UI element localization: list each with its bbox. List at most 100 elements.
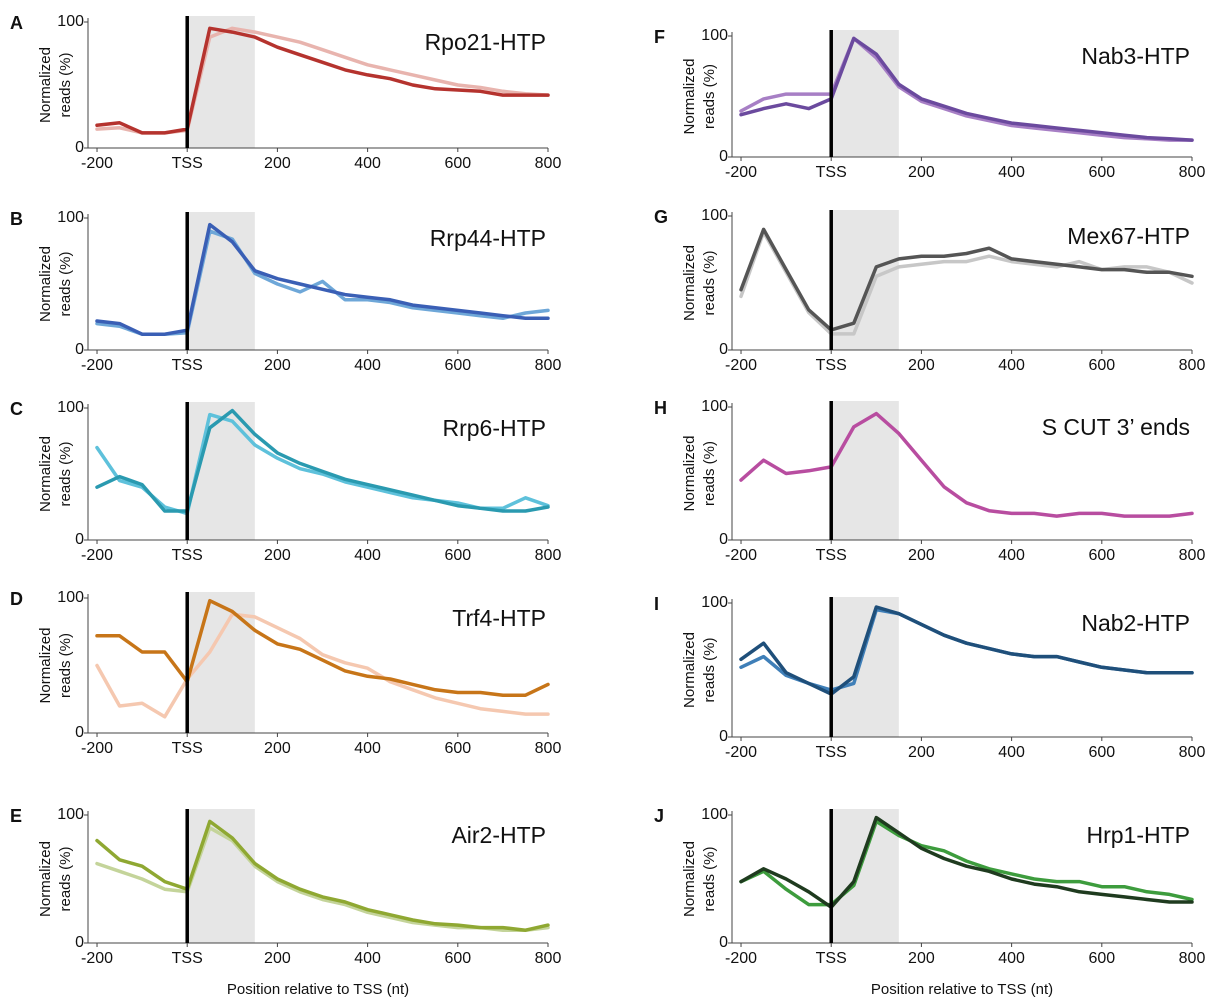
- x-tick-label: 400: [998, 547, 1025, 564]
- panel-letter: B: [10, 209, 23, 229]
- y-axis-label: reads (%): [701, 846, 718, 911]
- y-axis-label: reads (%): [57, 52, 74, 117]
- x-tick-label: -200: [81, 950, 113, 967]
- x-tick-label: -200: [725, 547, 757, 564]
- panel-letter: G: [654, 207, 668, 227]
- y-tick-label: 100: [701, 806, 728, 823]
- x-tick-label: 400: [354, 740, 381, 757]
- y-axis-label: reads (%): [57, 441, 74, 506]
- x-tick-label: 600: [444, 547, 471, 564]
- y-axis-label: Normalized: [37, 47, 54, 123]
- y-tick-label: 0: [75, 139, 84, 156]
- series-line: [95, 819, 550, 932]
- x-tick-label: 800: [535, 547, 562, 564]
- panel-title: Rrp6-HTP: [442, 415, 546, 441]
- panel-title: Trf4-HTP: [452, 605, 546, 631]
- x-tick-label: 200: [908, 744, 935, 761]
- x-tick-label: 200: [264, 950, 291, 967]
- y-axis-label: Normalized: [37, 436, 54, 512]
- x-tick-label: TSS: [816, 950, 847, 967]
- x-tick-label: 600: [1088, 744, 1115, 761]
- x-tick-label: 400: [354, 547, 381, 564]
- x-tick-label: -200: [81, 740, 113, 757]
- x-tick-label: -200: [81, 547, 113, 564]
- panel-letter: J: [654, 806, 664, 826]
- y-tick-label: 0: [719, 934, 728, 951]
- x-tick-label: 800: [1179, 744, 1206, 761]
- panel-title: S CUT 3’ ends: [1042, 414, 1190, 440]
- panel: 0 100 -200 TSS 200 400 600 800 G Mex67-HTP Normali…: [654, 207, 1205, 374]
- x-tick-label: 600: [1088, 164, 1115, 181]
- y-tick-label: 100: [57, 589, 84, 606]
- x-tick-label: 400: [998, 164, 1025, 181]
- x-tick-label: 200: [264, 357, 291, 374]
- x-tick-label: 600: [444, 357, 471, 374]
- y-axis-label: Normalized: [37, 628, 54, 704]
- y-tick-label: 100: [57, 399, 84, 416]
- y-tick-label: 100: [57, 209, 84, 226]
- panel-title: Nab2-HTP: [1081, 610, 1190, 636]
- y-tick-label: 100: [57, 13, 84, 30]
- panel: 0 100 -200 TSS 200 400 600 800 C Rrp6-HTP Normaliz…: [10, 399, 561, 564]
- panel-title: Nab3-HTP: [1081, 43, 1190, 69]
- y-tick-label: 100: [701, 27, 728, 44]
- shaded-region: [831, 809, 899, 943]
- y-axis-label: reads (%): [701, 441, 718, 506]
- series-line: [95, 26, 550, 135]
- x-tick-label: 600: [444, 155, 471, 172]
- y-axis-label: reads (%): [57, 633, 74, 698]
- y-axis-label: Normalized: [681, 245, 698, 321]
- panel-title: Air2-HTP: [451, 822, 546, 848]
- x-tick-label: TSS: [172, 357, 203, 374]
- y-tick-label: 0: [719, 148, 728, 165]
- panel-letter: H: [654, 398, 667, 418]
- y-axis-label: Normalized: [37, 841, 54, 917]
- y-axis-label: reads (%): [701, 64, 718, 129]
- series-line: [739, 36, 1194, 142]
- y-tick-label: 0: [719, 531, 728, 548]
- x-tick-label: 200: [908, 164, 935, 181]
- x-tick-label: TSS: [816, 744, 847, 761]
- x-tick-label: TSS: [816, 357, 847, 374]
- x-tick-label: 800: [1179, 357, 1206, 374]
- y-tick-label: 0: [75, 724, 84, 741]
- shaded-region: [187, 592, 255, 733]
- panel: 0 100 -200 TSS 200 400 600 800 E Air2-HTP Normaliz…: [10, 806, 561, 998]
- y-tick-label: 0: [75, 341, 84, 358]
- x-tick-label: -200: [81, 357, 113, 374]
- series-line: [739, 815, 1194, 909]
- series-line: [739, 411, 1194, 518]
- panel: 0 100 -200 TSS 200 400 600 800 J Hrp1-HTP Normaliz…: [654, 806, 1205, 998]
- x-tick-label: 200: [908, 547, 935, 564]
- series-line: [739, 819, 1194, 907]
- y-axis-label: Normalized: [681, 59, 698, 135]
- panel-title: Hrp1-HTP: [1086, 822, 1190, 848]
- x-tick-label: -200: [725, 744, 757, 761]
- x-tick-label: 600: [1088, 547, 1115, 564]
- y-axis-label: Normalized: [37, 246, 54, 322]
- series-line: [95, 222, 550, 336]
- x-tick-label: 400: [354, 950, 381, 967]
- panel-title: Mex67-HTP: [1067, 223, 1190, 249]
- x-tick-label: 200: [908, 357, 935, 374]
- shaded-region: [831, 597, 899, 737]
- x-tick-label: 800: [1179, 547, 1206, 564]
- series-line: [95, 612, 550, 719]
- panel: 0 100 -200 TSS 200 400 600 800 A Rpo21-HTP Normali…: [10, 13, 561, 172]
- panel-letter: D: [10, 589, 23, 609]
- y-axis-label: Normalized: [681, 436, 698, 512]
- panel: 0 100 -200 TSS 200 400 600 800 B Rrp44-HTP Normali…: [10, 209, 561, 374]
- x-tick-label: 800: [535, 950, 562, 967]
- x-tick-label: 400: [998, 950, 1025, 967]
- panel: 0 100 -200 TSS 200 400 600 800 I Nab2-HTP Normaliz…: [654, 594, 1205, 761]
- y-axis-label: reads (%): [701, 637, 718, 702]
- x-tick-label: 200: [264, 155, 291, 172]
- shaded-region: [831, 210, 899, 350]
- x-tick-label: 600: [1088, 950, 1115, 967]
- series-line: [739, 230, 1194, 336]
- y-tick-label: 100: [57, 806, 84, 823]
- panel-letter: E: [10, 806, 22, 826]
- series-line: [739, 36, 1194, 142]
- x-tick-label: TSS: [172, 547, 203, 564]
- y-axis-label: reads (%): [701, 250, 718, 315]
